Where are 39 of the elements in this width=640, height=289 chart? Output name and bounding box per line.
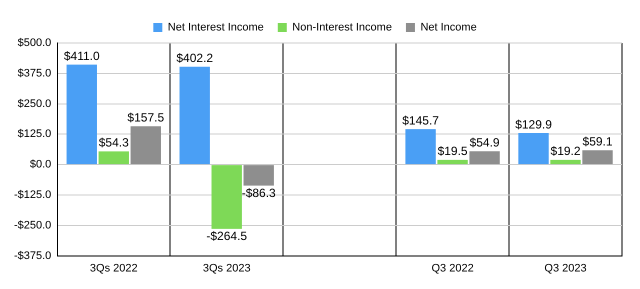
legend-label: Net Interest Income — [168, 22, 264, 34]
y-tick-label: $0.0 — [30, 158, 52, 171]
y-tick-label: -$250.0 — [14, 219, 52, 232]
bar — [180, 66, 210, 164]
y-tick-label: $250.0 — [18, 98, 52, 110]
bar — [98, 151, 129, 164]
bar — [66, 64, 97, 164]
data-label: $129.9 — [515, 117, 552, 132]
bar — [405, 129, 436, 164]
bar — [130, 126, 161, 164]
bar — [244, 165, 274, 186]
data-label: -$264.5 — [206, 229, 248, 244]
data-label: -$86.3 — [242, 186, 276, 200]
bar — [518, 133, 549, 164]
data-label: $19.5 — [438, 144, 468, 158]
legend-label: Net Income — [420, 22, 477, 34]
legend-label: Non-Interest Income — [292, 22, 392, 34]
x-tick-label: Q3 2023 — [544, 262, 587, 274]
x-tick-label: 3Qs 2023 — [202, 262, 251, 274]
data-label: $19.2 — [550, 144, 581, 158]
data-label: $54.9 — [470, 136, 500, 150]
y-tick-label: $375.0 — [18, 67, 52, 80]
x-tick-label: Q3 2022 — [431, 262, 474, 274]
bar — [437, 160, 468, 164]
data-label: $157.5 — [127, 110, 164, 125]
y-tick-label: -$375.0 — [14, 250, 52, 262]
data-label: $411.0 — [64, 48, 100, 63]
data-label: $145.7 — [402, 113, 440, 128]
x-tick-label: 3Qs 2022 — [90, 262, 138, 274]
data-label: $54.3 — [98, 136, 130, 150]
data-label: $59.1 — [582, 134, 613, 149]
bar — [582, 150, 613, 164]
bar — [212, 165, 242, 229]
data-label: $402.2 — [176, 51, 214, 66]
bar — [550, 160, 581, 164]
bar — [469, 151, 500, 164]
y-tick-label: -$125.0 — [14, 189, 52, 202]
y-tick-label: $125.0 — [18, 128, 52, 140]
y-tick-label: $500.0 — [18, 37, 52, 50]
